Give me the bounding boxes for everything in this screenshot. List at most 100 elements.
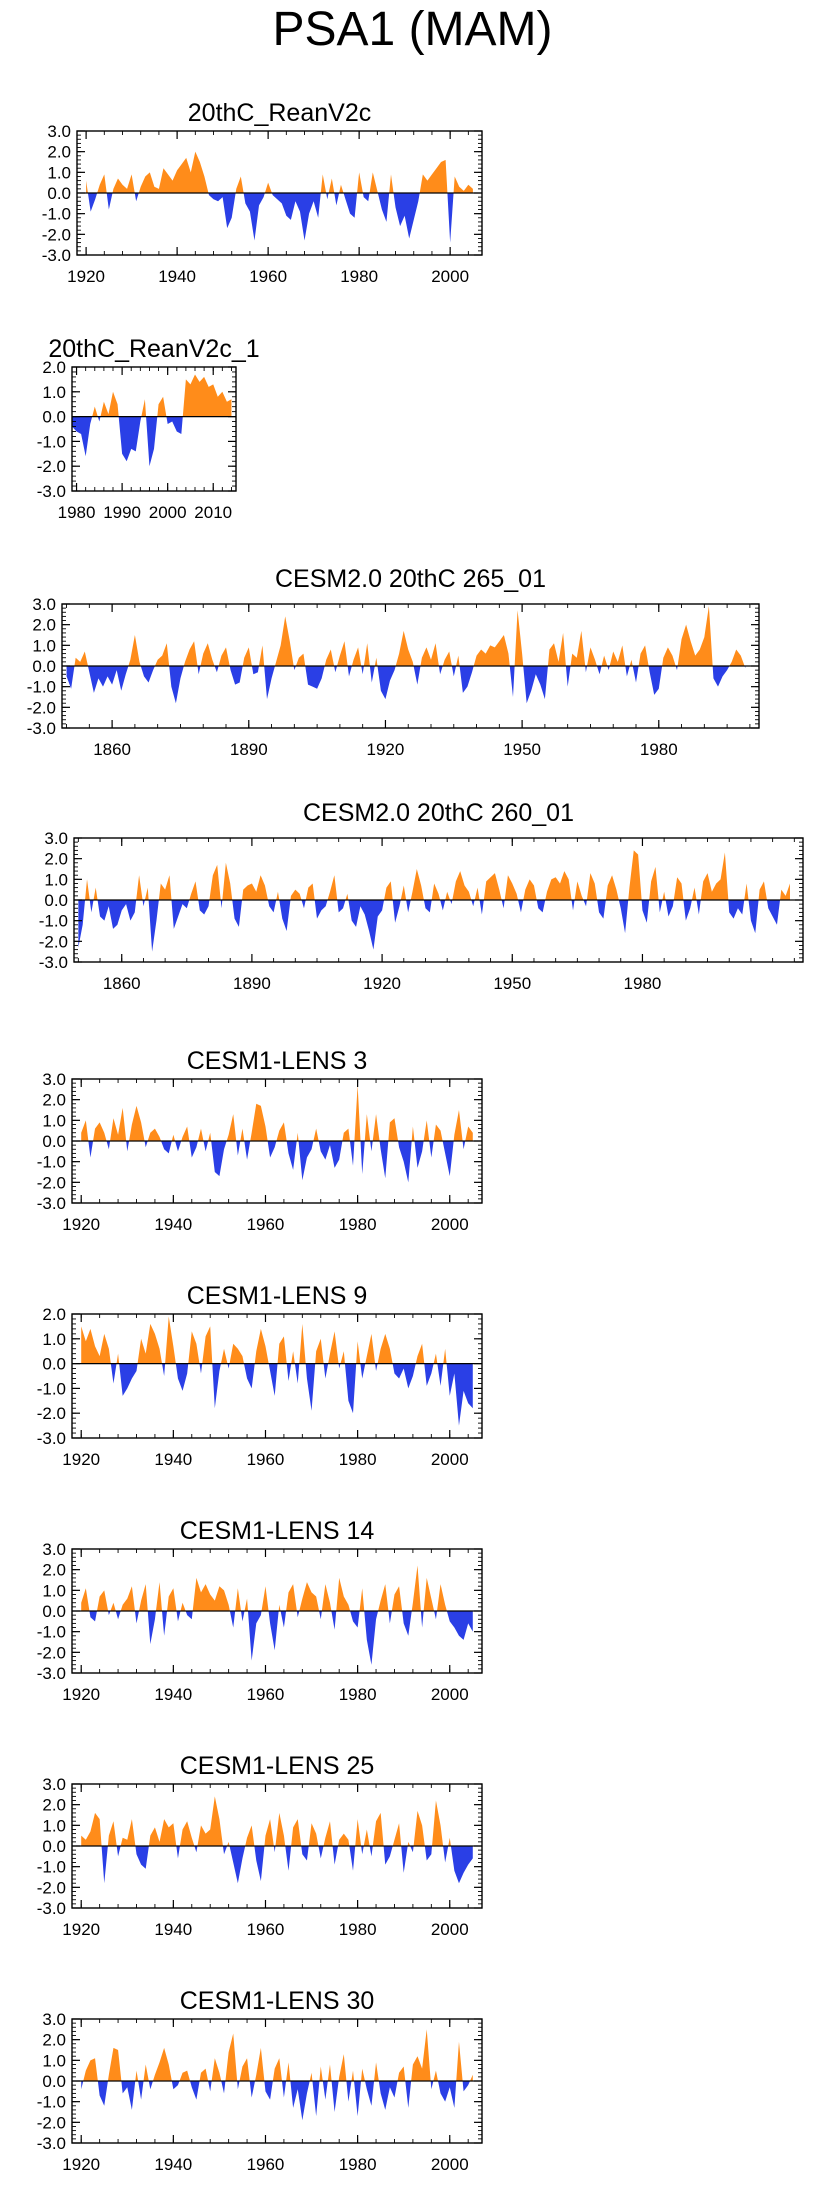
x-tick-label: 1960 xyxy=(247,1215,285,1234)
y-tick-label: 1.0 xyxy=(42,1581,66,1600)
y-tick-label: -1.0 xyxy=(39,912,68,931)
panel-title: CESM1-LENS 25 xyxy=(180,1752,375,1780)
y-tick-label: 1.0 xyxy=(44,870,68,889)
y-tick-label: -2.0 xyxy=(39,932,68,951)
panel-title: CESM2.0 20thC 260_01 xyxy=(303,799,574,827)
x-tick-label: 1980 xyxy=(339,1215,377,1234)
x-tick-label: 1980 xyxy=(340,267,378,286)
y-tick-label: 1.0 xyxy=(42,1111,66,1130)
y-tick-label: 2.0 xyxy=(42,358,66,377)
x-tick-label: 2010 xyxy=(194,503,232,522)
x-tick-label: 2000 xyxy=(431,267,469,286)
positive-area xyxy=(81,1796,473,1846)
chart-panel-5: CESM1-LENS 3 3.0 2.01.0 0.0 -1.0-2.0 -3.0 1920… xyxy=(37,1047,483,1234)
positive-area xyxy=(81,2029,473,2081)
x-tick-label: 1960 xyxy=(247,2155,285,2174)
y-tick-label: -3.0 xyxy=(37,1194,66,1213)
x-tick-label: 1960 xyxy=(247,1685,285,1704)
x-tick-label: 1940 xyxy=(154,1215,192,1234)
x-tick-label: 1890 xyxy=(233,974,271,993)
y-tick-label: 2.0 xyxy=(47,143,71,162)
negative-area xyxy=(86,193,473,243)
x-tick-label: 1920 xyxy=(367,740,405,759)
y-tick-label: -1.0 xyxy=(37,1379,66,1398)
x-tick-label: 2000 xyxy=(431,1685,469,1704)
y-tick-label: -2.0 xyxy=(37,457,66,476)
plot-frame xyxy=(71,1313,483,1439)
page-title: PSA1 (MAM) xyxy=(272,3,553,56)
x-tick-label: 1980 xyxy=(339,1450,377,1469)
negative-area xyxy=(81,1141,473,1183)
x-tick-label: 1920 xyxy=(363,974,401,993)
chart-panel-3: CESM2.0 20thC 265_01 3.0 2.01.0 0.0 -1.0-2.0… xyxy=(27,565,760,759)
y-tick-label: 0.0 xyxy=(44,891,68,910)
y-tick-label: 1.0 xyxy=(32,636,56,655)
x-tick-label: 2000 xyxy=(431,1920,469,1939)
panel-title: CESM2.0 20thC 265_01 xyxy=(275,565,546,593)
negative-area xyxy=(81,1611,473,1665)
chart-panel-4: CESM2.0 20thC 260_01 3.0 2.01.0 0.0 -1.0-2.0… xyxy=(39,799,804,993)
x-tick-label: 2000 xyxy=(431,1215,469,1234)
y-tick-label: 0.0 xyxy=(42,1837,66,1856)
x-tick-label: 1980 xyxy=(640,740,678,759)
y-tick-label: -3.0 xyxy=(37,1899,66,1918)
x-tick-label: 1920 xyxy=(62,1450,100,1469)
x-tick-label: 1940 xyxy=(154,2155,192,2174)
y-tick-label: 1.0 xyxy=(42,2051,66,2070)
x-tick-label: 1920 xyxy=(62,1920,100,1939)
y-tick-label: -2.0 xyxy=(42,225,71,244)
y-tick-label: 3.0 xyxy=(44,829,68,848)
x-tick-label: 1940 xyxy=(154,1685,192,1704)
positive-area xyxy=(81,1085,473,1141)
x-tick-label: 1940 xyxy=(158,267,196,286)
chart-panel-7: CESM1-LENS 14 3.0 2.01.0 0.0 -1.0-2.0 -3.0 192… xyxy=(37,1517,483,1704)
y-tick-label: 0.0 xyxy=(42,408,66,427)
y-tick-label: 0.0 xyxy=(42,1132,66,1151)
x-tick-label: 1920 xyxy=(62,1215,100,1234)
positive-area xyxy=(72,374,232,417)
y-tick-label: -1.0 xyxy=(42,205,71,224)
y-tick-label: -2.0 xyxy=(37,1173,66,1192)
y-tick-label: 1.0 xyxy=(42,1330,66,1349)
y-tick-label: 2.0 xyxy=(44,850,68,869)
y-tick-label: 2.0 xyxy=(42,1305,66,1324)
negative-area xyxy=(81,2081,473,2121)
y-tick-label: 1.0 xyxy=(42,383,66,402)
y-tick-label: -2.0 xyxy=(37,1878,66,1897)
y-tick-label: 3.0 xyxy=(47,122,71,141)
x-tick-label: 2000 xyxy=(431,1450,469,1469)
x-tick-label: 1980 xyxy=(339,2155,377,2174)
y-tick-label: -2.0 xyxy=(37,1404,66,1423)
panel-title: CESM1-LENS 14 xyxy=(180,1517,375,1545)
negative-area xyxy=(81,1846,473,1884)
x-tick-label: 1960 xyxy=(249,267,287,286)
y-tick-label: -3.0 xyxy=(42,246,71,265)
negative-area xyxy=(66,666,746,704)
x-tick-label: 1950 xyxy=(493,974,531,993)
x-tick-label: 1960 xyxy=(247,1450,285,1469)
x-tick-label: 1950 xyxy=(503,740,541,759)
x-tick-label: 1980 xyxy=(624,974,662,993)
x-tick-label: 1980 xyxy=(339,1920,377,1939)
chart-panel-6: CESM1-LENS 9 2.0 1.0 0.0 -1.0 -2.0 -3.0 1920 194… xyxy=(37,1282,483,1469)
positive-area xyxy=(81,1316,473,1364)
negative-area xyxy=(72,416,232,467)
y-tick-label: 2.0 xyxy=(42,1796,66,1815)
chart-panel-9: CESM1-LENS 30 3.0 2.01.0 0.0 -1.0-2.0 -3.0 192… xyxy=(37,1987,483,2174)
y-tick-label: 2.0 xyxy=(42,1561,66,1580)
y-tick-label: -3.0 xyxy=(37,1664,66,1683)
y-tick-label: 1.0 xyxy=(42,1816,66,1835)
negative-area xyxy=(81,1363,473,1426)
x-tick-label: 1920 xyxy=(67,267,105,286)
x-tick-label: 1980 xyxy=(58,503,96,522)
y-tick-label: -1.0 xyxy=(27,678,56,697)
positive-area xyxy=(81,1565,473,1611)
panel-title: CESM1-LENS 9 xyxy=(187,1282,368,1310)
y-tick-label: -2.0 xyxy=(37,1643,66,1662)
y-tick-label: 3.0 xyxy=(42,2010,66,2029)
y-tick-label: -3.0 xyxy=(37,2134,66,2153)
x-tick-label: 2000 xyxy=(431,2155,469,2174)
y-tick-label: 0.0 xyxy=(32,657,56,676)
y-tick-label: -3.0 xyxy=(39,953,68,972)
y-tick-label: 3.0 xyxy=(42,1070,66,1089)
